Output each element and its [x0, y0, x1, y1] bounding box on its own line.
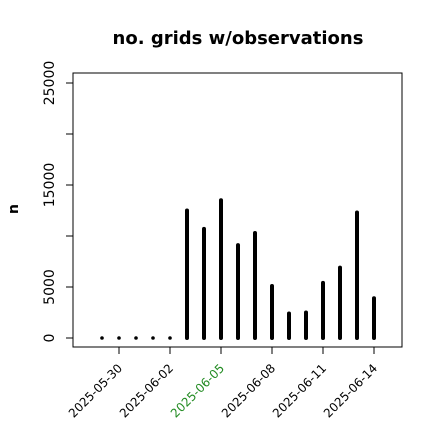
x-tick-label: 2025-05-30: [66, 361, 125, 420]
x-tick-label: 2025-06-05: [168, 361, 227, 420]
y-tick-label: 25000: [42, 61, 58, 106]
zero-point: [117, 336, 121, 340]
x-tick-label: 2025-06-08: [219, 361, 278, 420]
x-tick-label: 2025-06-14: [321, 361, 380, 420]
y-axis: 0 5000 15000 25000: [42, 61, 73, 343]
zero-point: [100, 336, 104, 340]
x-tick-label: 2025-06-02: [117, 361, 176, 420]
chart-title: no. grids w/observations: [113, 28, 364, 49]
bars: [100, 198, 376, 340]
x-tick-label: 2025-06-11: [270, 361, 329, 420]
y-axis-label: n: [6, 204, 22, 214]
x-axis: 2025-05-302025-06-022025-06-052025-06-08…: [66, 347, 380, 420]
y-tick-label: 15000: [42, 163, 58, 208]
plot-frame: [72, 72, 403, 348]
zero-point: [168, 336, 172, 340]
y-tick-label: 5000: [42, 269, 58, 305]
zero-point: [134, 336, 138, 340]
y-tick-label: 0: [42, 334, 58, 343]
zero-point: [151, 336, 155, 340]
